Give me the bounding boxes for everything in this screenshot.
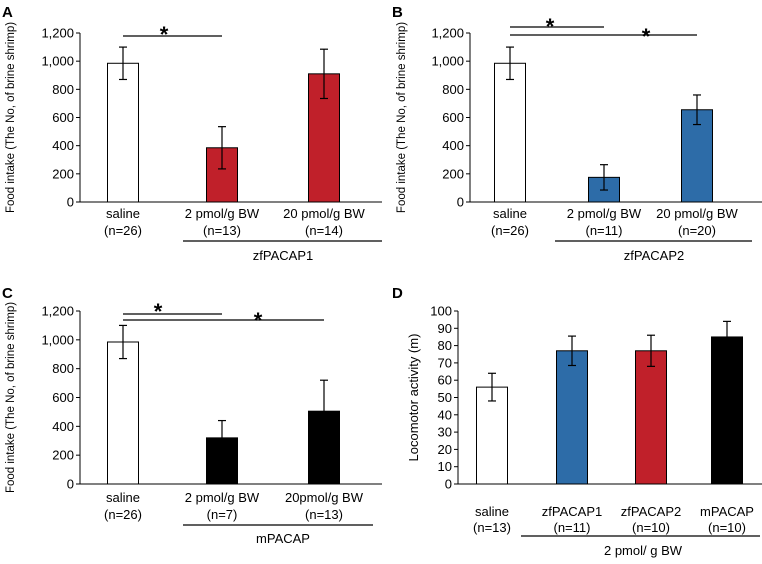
panel-c-y-tick-label: 800	[52, 361, 74, 376]
panel-d-y-tick-label: 80	[438, 338, 452, 353]
panel-c-category-n-2: (n=7)	[207, 507, 238, 522]
panel-d-category-n-2: (n=11)	[554, 520, 591, 535]
panel-d-y-tick-label: 0	[445, 477, 452, 492]
panel-c-category-n-3: (n=13)	[305, 507, 343, 522]
panel-a-y-tick-label: 200	[52, 166, 74, 181]
panel-d-y-axis-label: Locomotor activity (m)	[406, 334, 421, 462]
panel-b-significance-star-2: *	[642, 24, 651, 49]
panel-c-y-axis-label: Food intake (The No, of brine shrimp)	[5, 302, 17, 493]
panel-c-significance-star-1: *	[154, 299, 163, 324]
panel-a-y-axis-label: Food intake (The No, of brine shrimp)	[5, 22, 17, 213]
panel-a-y-tick-label: 1,000	[41, 54, 74, 69]
panel-d-category-n-4: (n=10)	[708, 520, 746, 535]
panel-d-bar-1	[476, 386, 508, 485]
panel-b-chart: Food intake (The No, of brine shrimp) 0 20…	[396, 14, 762, 263]
panel-b-y-tick-label: 600	[442, 110, 464, 125]
panel-d-y-tick-label: 30	[438, 425, 452, 440]
panel-a-bar-1	[107, 62, 139, 203]
panel-label-c: C	[2, 285, 13, 302]
panel-label-a: A	[2, 4, 13, 21]
panel-d-y-tick-label: 40	[438, 407, 452, 422]
panel-c-category-n-1: (n=26)	[104, 507, 142, 522]
panel-a-chart: Food intake (The No, of brine shrimp) 0 20…	[5, 22, 382, 263]
panel-c-category-label-2: 2 pmol/g BW	[185, 490, 260, 505]
panel-a-category-label-3: 20 pmol/g BW	[283, 206, 365, 221]
panel-c-y-tick-label: 1,200	[41, 304, 74, 319]
panel-a-y-tick-label: 800	[52, 82, 74, 97]
panel-b-y-tick-label: 1,200	[431, 26, 464, 41]
panel-b-y-tick-label: 1,000	[431, 54, 464, 69]
panel-a-group-label: zfPACAP1	[253, 248, 313, 263]
panel-a-y-tick-label: 0	[67, 195, 74, 210]
panel-c-y-tick-label: 400	[52, 419, 74, 434]
panel-b-y-tick-label: 800	[442, 82, 464, 97]
panel-c-category-label-1: saline	[106, 490, 140, 505]
panel-d-bar-4	[711, 336, 743, 485]
panel-b-significance-star-1: *	[546, 14, 555, 39]
panel-a-y-tick-label: 600	[52, 110, 74, 125]
panel-c-significance-star-2: *	[254, 308, 263, 333]
panel-c-y-tick-label: 200	[52, 448, 74, 463]
panel-c-bar-1	[107, 341, 139, 485]
panel-c-group-label: mPACAP	[256, 531, 310, 546]
panel-a-category-label-2: 2 pmol/g BW	[185, 206, 260, 221]
panel-d-bar-3	[635, 350, 667, 485]
panel-c-category-label-3: 20pmol/g BW	[285, 490, 364, 505]
panel-c-y-tick-label: 600	[52, 390, 74, 405]
panel-a-category-n-1: (n=26)	[104, 223, 142, 238]
panel-b-category-label-3: 20 pmol/g BW	[656, 206, 738, 221]
panel-d-group-label: 2 pmol/ g BW	[604, 543, 683, 558]
panel-c-chart: Food intake (The No, of brine shrimp) 0 20…	[5, 299, 382, 546]
panel-d-y-tick-label: 50	[438, 390, 452, 405]
panel-d-category-n-3: (n=10)	[632, 520, 670, 535]
panel-d-y-tick-label: 10	[438, 459, 452, 474]
panel-c-y-tick-label: 0	[67, 477, 74, 492]
panel-d-y-tick-label: 60	[438, 373, 452, 388]
panel-b-group-label: zfPACAP2	[624, 248, 684, 263]
panel-d-y-tick-label: 100	[430, 304, 452, 319]
panel-d-category-label-3: zfPACAP2	[621, 504, 681, 519]
panel-a-category-n-2: (n=13)	[203, 223, 241, 238]
panel-d-chart: Locomotor activity (m) 0 10 20 30 40 50 60 70 80 9…	[406, 304, 762, 558]
panel-b-category-label-2: 2 pmol/g BW	[567, 206, 642, 221]
panel-a-y-tick-label: 1,200	[41, 26, 74, 41]
panel-a-category-n-3: (n=14)	[305, 223, 343, 238]
panel-b-y-tick-label: 200	[442, 166, 464, 181]
panel-b-category-n-1: (n=26)	[491, 223, 529, 238]
panel-d-bar-2	[556, 350, 588, 485]
panel-b-category-n-3: (n=20)	[678, 223, 716, 238]
panel-d-category-label-4: mPACAP	[700, 504, 754, 519]
panel-c-y-tick-label: 1,000	[41, 332, 74, 347]
panel-d-y-tick-label: 70	[438, 355, 452, 370]
panel-b-y-tick-label: 0	[457, 195, 464, 210]
panel-b-y-tick-label: 400	[442, 138, 464, 153]
panel-b-category-n-2: (n=11)	[586, 223, 623, 238]
panel-label-d: D	[392, 285, 403, 302]
panel-b-bar-1	[494, 62, 526, 203]
panel-b-y-axis-label: Food intake (The No, of brine shrimp)	[396, 22, 408, 213]
panel-d-category-label-1: saline	[475, 504, 509, 519]
panel-d-category-label-2: zfPACAP1	[542, 504, 602, 519]
panel-b-category-label-1: saline	[493, 206, 527, 221]
panel-a-significance-star-1: *	[160, 22, 169, 47]
panel-d-y-tick-label: 20	[438, 442, 452, 457]
panel-d-y-tick-label: 90	[438, 321, 452, 336]
panel-label-b: B	[392, 4, 403, 21]
panel-a-y-tick-label: 400	[52, 138, 74, 153]
panel-a-category-label-1: saline	[106, 206, 140, 221]
panel-d-category-n-1: (n=13)	[473, 520, 511, 535]
